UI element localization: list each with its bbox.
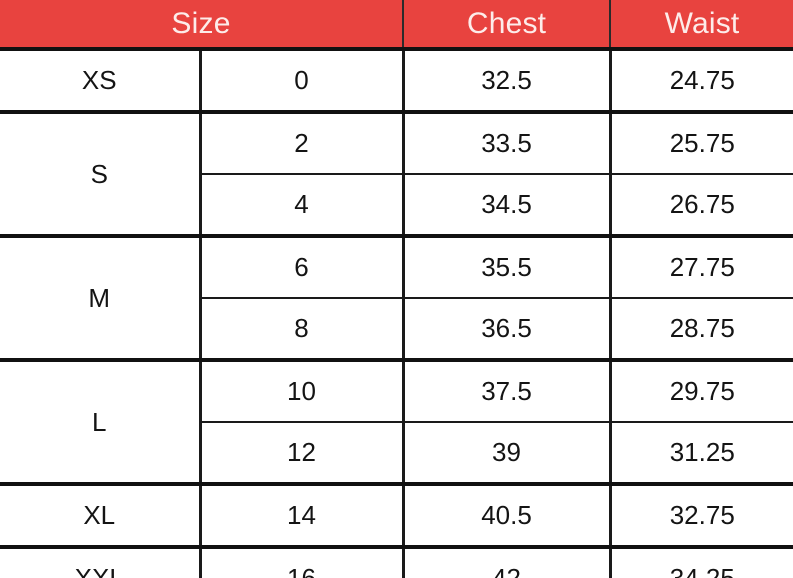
cell-number: 0 (198, 47, 405, 113)
table-row: L 10 37.5 29.75 (0, 358, 793, 485)
cell-number: 12 (198, 421, 405, 485)
cell-waist: 25.75 (608, 110, 793, 175)
cell-chest: 32.5 (401, 47, 612, 113)
table-row: 8 36.5 28.75 (0, 297, 793, 361)
size-label-s: S (0, 110, 202, 237)
cell-waist: 34.25 (608, 545, 793, 578)
cell-number: 16 (198, 545, 405, 578)
cell-chest: 36.5 (401, 297, 612, 361)
table-body: XS 0 32.5 24.75 S 2 33.5 25.75 4 34.5 26.75 M 6 35.5 2… (0, 47, 793, 578)
cell-chest: 42 (401, 545, 612, 578)
size-label-l: L (0, 358, 202, 485)
cell-number: 14 (198, 482, 405, 548)
table-row: 4 34.5 26.75 (0, 173, 793, 237)
size-label-xl: XL (0, 482, 202, 548)
cell-chest: 40.5 (401, 482, 612, 548)
cell-chest: 35.5 (401, 234, 612, 299)
column-header-waist: Waist (610, 0, 793, 49)
table-header: Size Chest Waist (0, 0, 793, 49)
table-row: XL 14 40.5 32.75 (0, 482, 793, 548)
column-header-chest: Chest (403, 0, 612, 49)
cell-number: 6 (198, 234, 405, 299)
cell-waist: 28.75 (608, 297, 793, 361)
cell-chest: 37.5 (401, 358, 612, 423)
table-row: XS 0 32.5 24.75 (0, 47, 793, 113)
cell-chest: 33.5 (401, 110, 612, 175)
size-label-m: M (0, 234, 202, 361)
cell-waist: 29.75 (608, 358, 793, 423)
header-row: Size Chest Waist (0, 0, 793, 49)
table-row: 12 39 31.25 (0, 421, 793, 485)
cell-waist: 32.75 (608, 482, 793, 548)
cell-waist: 24.75 (608, 47, 793, 113)
size-label-xs: XS (0, 47, 202, 113)
cell-waist: 31.25 (608, 421, 793, 485)
cell-number: 10 (198, 358, 405, 423)
table-row: M 6 35.5 27.75 (0, 234, 793, 361)
cell-chest: 34.5 (401, 173, 612, 237)
table-row: S 2 33.5 25.75 (0, 110, 793, 237)
cell-waist: 26.75 (608, 173, 793, 237)
table-row: XXL 16 42 34.25 (0, 545, 793, 578)
cell-number: 4 (198, 173, 405, 237)
size-label-xxl: XXL (0, 545, 202, 578)
cell-chest: 39 (401, 421, 612, 485)
cell-number: 8 (198, 297, 405, 361)
cell-number: 2 (198, 110, 405, 175)
cell-waist: 27.75 (608, 234, 793, 299)
column-header-size: Size (0, 0, 405, 49)
